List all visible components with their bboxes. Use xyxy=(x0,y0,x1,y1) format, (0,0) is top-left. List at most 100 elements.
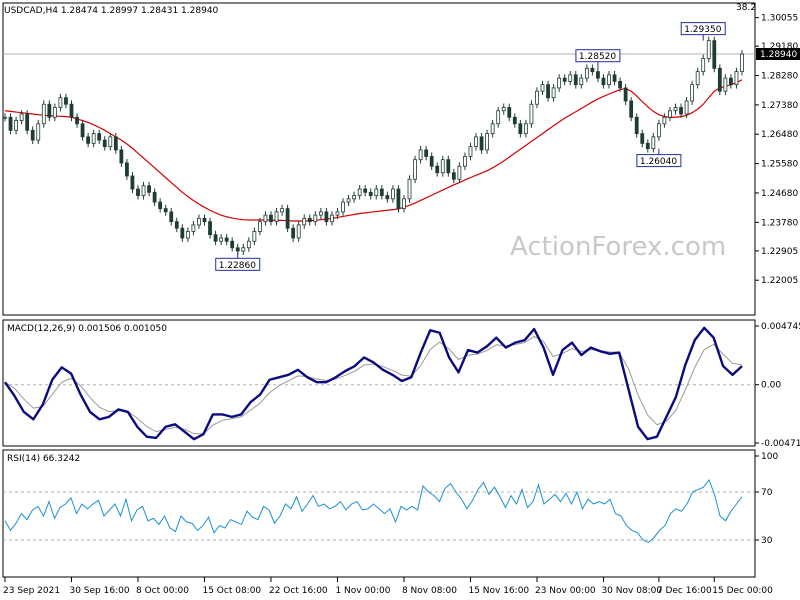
price-bar xyxy=(19,110,24,125)
macd-tick-label: -0.004712 xyxy=(761,439,800,449)
price-tick-label: 1.28280 xyxy=(761,72,798,82)
price-bar xyxy=(418,145,423,164)
price-bar xyxy=(30,126,35,145)
annotation-label: 1.28520 xyxy=(579,52,616,62)
price-bar xyxy=(402,194,406,213)
time-tick-label: 7 Dec 16:00 xyxy=(657,586,712,596)
price-bar xyxy=(717,64,722,96)
annotation-label: 1.29350 xyxy=(684,25,721,35)
time-axis: 23 Sep 2021 30 Sep 16:00 8 Oct 00:00 15 Oct… xyxy=(3,577,773,596)
macd-header: MACD(12,26,9) 0.001506 0.001050 xyxy=(7,324,167,334)
price-bar xyxy=(651,132,656,153)
price-bars xyxy=(3,36,744,255)
price-bar xyxy=(573,70,578,89)
price-bar xyxy=(596,67,600,83)
rsi-y-axis: 100 70 30 xyxy=(3,452,778,546)
price-bar xyxy=(8,113,13,135)
price-bar xyxy=(463,152,467,171)
price-bar xyxy=(324,207,329,226)
price-bar xyxy=(701,54,706,76)
macd-lines xyxy=(4,326,743,441)
time-tick-label: 22 Oct 16:00 xyxy=(269,586,328,596)
price-bar xyxy=(468,142,473,161)
price-bar xyxy=(413,155,417,184)
corner-value: 38.2 xyxy=(736,3,756,13)
price-bar xyxy=(690,80,695,105)
price-bar xyxy=(108,132,113,151)
price-bar xyxy=(584,64,589,83)
price-bar xyxy=(368,188,373,200)
price-bar xyxy=(557,74,562,92)
price-bar xyxy=(363,185,368,197)
price-bar xyxy=(208,217,212,239)
price-bar xyxy=(529,100,534,128)
rsi-pane xyxy=(2,449,756,578)
price-bar xyxy=(540,80,545,96)
price-bar xyxy=(230,237,235,252)
price-bar xyxy=(280,204,284,216)
price-bar xyxy=(285,204,290,233)
time-tick-label: 15 Dec 00:00 xyxy=(712,586,773,596)
price-bar xyxy=(396,185,401,213)
current-price-label: 1.28940 xyxy=(760,50,797,60)
time-tick-label: 1 Nov 00:00 xyxy=(335,586,390,596)
price-bar xyxy=(25,110,30,135)
price-tick-label: 1.26480 xyxy=(761,130,798,140)
price-bar xyxy=(706,36,711,63)
current-price-box xyxy=(756,47,800,60)
rsi-tick-label: 100 xyxy=(761,452,778,462)
price-bar xyxy=(729,74,733,89)
price-bar xyxy=(512,113,517,128)
macd-y-axis: 0.004745 0.00 -0.004712 xyxy=(3,322,800,449)
price-tick-label: 1.29180 xyxy=(761,42,798,52)
price-tick-label: 1.23780 xyxy=(761,218,798,228)
moving-average xyxy=(4,79,743,222)
macd-tick-label: 0.004745 xyxy=(761,322,800,332)
watermark: ActionForex.com xyxy=(510,232,726,262)
price-bar xyxy=(36,119,41,145)
price-annotation: 1.29350 xyxy=(680,22,726,41)
price-bar xyxy=(258,217,262,236)
price-pane xyxy=(2,2,756,316)
price-bar xyxy=(47,100,52,122)
price-bar xyxy=(246,237,251,252)
price-bar xyxy=(640,129,645,148)
time-tick-label: 23 Nov 00:00 xyxy=(535,586,596,596)
price-bar xyxy=(75,113,79,128)
price-bar xyxy=(152,188,157,207)
rsi-header: RSI(14) 66.3242 xyxy=(7,454,80,464)
price-bar xyxy=(3,113,7,122)
price-tick-label: 1.30055 xyxy=(761,14,798,24)
price-bar xyxy=(523,119,528,138)
price-bar xyxy=(479,132,484,154)
price-bar xyxy=(102,136,107,151)
price-bar xyxy=(219,234,224,246)
price-bar xyxy=(374,185,379,200)
price-bar xyxy=(91,129,96,148)
price-bar xyxy=(291,224,296,242)
price-bar xyxy=(163,204,168,216)
price-bar xyxy=(158,198,163,213)
time-tick-label: 15 Oct 08:00 xyxy=(202,586,261,596)
price-annotation: 1.22860 xyxy=(215,252,261,271)
price-bar xyxy=(263,211,268,226)
price-bar xyxy=(695,67,700,89)
price-bar xyxy=(429,152,434,171)
price-bar xyxy=(252,227,257,246)
price-bar xyxy=(712,36,717,73)
price-bar xyxy=(656,119,661,141)
price-bar xyxy=(180,224,185,242)
price-bar xyxy=(379,185,384,200)
price-bar xyxy=(113,132,118,154)
price-bar xyxy=(41,100,46,128)
price-bar xyxy=(119,145,124,167)
annotation-label: 1.26040 xyxy=(640,157,677,167)
moving-average-line xyxy=(4,79,743,222)
price-bar xyxy=(435,162,440,177)
price-bar xyxy=(440,155,445,177)
time-tick-label: 8 Nov 08:00 xyxy=(402,586,457,596)
price-bar xyxy=(302,214,307,229)
price-bar xyxy=(601,74,606,89)
price-bar xyxy=(629,97,634,122)
price-bar xyxy=(518,119,523,138)
